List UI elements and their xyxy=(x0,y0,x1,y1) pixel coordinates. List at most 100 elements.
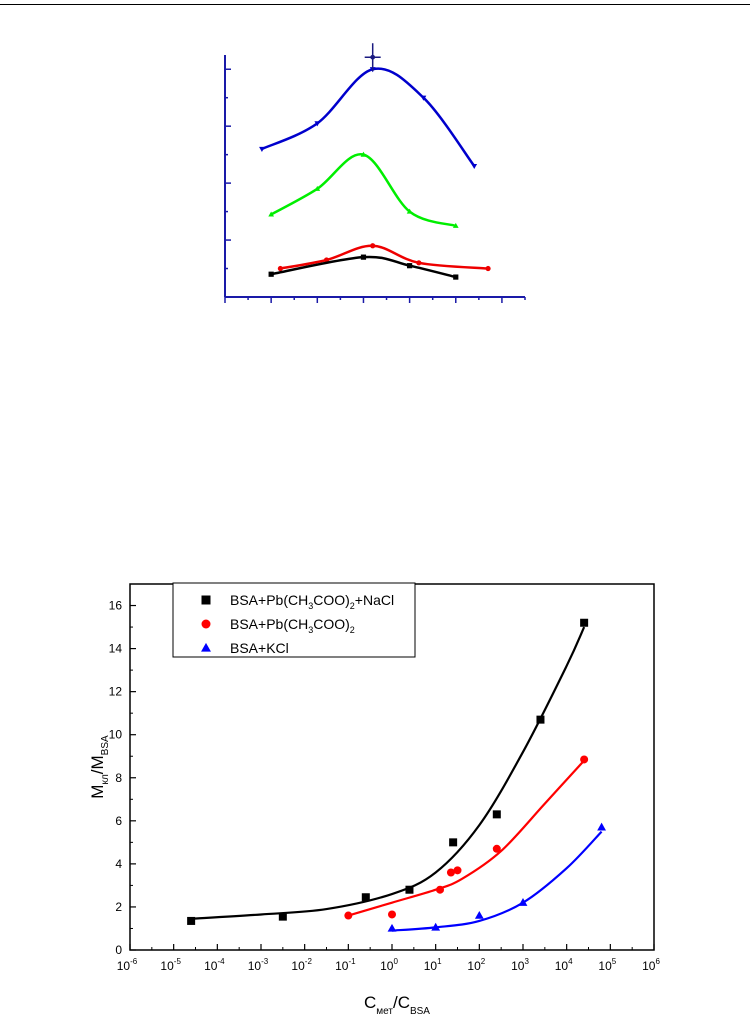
y-axis-title-part: M xyxy=(88,785,107,799)
x-tick-label: 100 xyxy=(380,957,398,973)
y-axis-title-part: кл xyxy=(100,774,111,784)
data-point xyxy=(474,910,484,919)
top-data-point xyxy=(453,274,459,280)
y-tick-label: 10 xyxy=(109,728,123,742)
data-point xyxy=(361,893,370,902)
series-fit-line xyxy=(191,626,586,920)
y-tick-label: 14 xyxy=(109,642,123,656)
data-point xyxy=(446,868,455,877)
top-data-point xyxy=(268,271,274,277)
data-point xyxy=(536,715,545,724)
page-top-rule xyxy=(0,4,750,5)
data-point xyxy=(387,923,397,932)
top-data-point xyxy=(314,121,321,127)
x-tick-base: 10 xyxy=(291,959,305,973)
y-tick-label: 0 xyxy=(115,943,122,957)
data-point xyxy=(436,885,445,894)
data-point xyxy=(278,912,287,921)
data-point xyxy=(492,810,501,819)
x-tick-label: 105 xyxy=(598,957,616,973)
legend-label-part: 3 xyxy=(308,625,313,635)
x-axis-title-part: C xyxy=(364,993,376,1012)
top-data-point xyxy=(360,151,367,157)
x-tick-label: 10-5 xyxy=(160,957,181,973)
legend-marker xyxy=(201,619,211,629)
top-data-point xyxy=(416,260,422,266)
x-tick-exponent: 6 xyxy=(655,957,660,966)
x-tick-base: 10 xyxy=(555,959,569,973)
x-tick-base: 10 xyxy=(117,959,131,973)
x-tick-exponent: -4 xyxy=(217,957,225,966)
x-tick-exponent: -1 xyxy=(348,957,356,966)
x-tick-label: 103 xyxy=(511,957,529,973)
x-tick-base: 10 xyxy=(467,959,481,973)
data-point xyxy=(388,910,396,919)
top-crosshair-center xyxy=(370,54,376,60)
x-axis-title-part: /C xyxy=(393,993,410,1012)
data-point xyxy=(449,838,458,847)
x-tick-exponent: 5 xyxy=(612,957,617,966)
data-point xyxy=(597,822,606,831)
series-fit-line xyxy=(391,830,603,932)
top-series-2 xyxy=(277,243,491,272)
x-tick-label: 104 xyxy=(555,957,573,973)
legend-label: BSA+Pb(CH3COO)2 xyxy=(230,616,355,635)
y-tick-label: 12 xyxy=(109,685,123,699)
legend-label-part: 3 xyxy=(308,601,313,611)
x-tick-exponent: -3 xyxy=(261,957,269,966)
legend-label-part: BSA+Pb(CH xyxy=(230,616,308,632)
y-tick-label: 8 xyxy=(115,771,122,785)
x-tick-base: 10 xyxy=(424,959,438,973)
x-tick-exponent: 0 xyxy=(393,957,398,966)
data-point xyxy=(431,922,441,931)
x-tick-base: 10 xyxy=(598,959,612,973)
x-tick-exponent: -5 xyxy=(174,957,182,966)
x-axis-title-part: мет xyxy=(376,1006,393,1017)
top-data-point xyxy=(406,208,413,214)
data-point xyxy=(453,866,462,875)
top-data-point xyxy=(314,185,321,191)
top-series-3 xyxy=(268,254,459,280)
data-point xyxy=(518,898,528,906)
series-0 xyxy=(187,618,589,925)
x-tick-label: 101 xyxy=(424,957,442,973)
data-point xyxy=(580,618,589,627)
legend-label-part: BSA+KCl xyxy=(230,640,289,656)
legend-label-part: +NaCl xyxy=(355,592,394,608)
top-chart xyxy=(224,43,526,303)
top-data-point xyxy=(370,243,376,249)
legend-label-part: BSA+Pb(CH xyxy=(230,592,308,608)
legend-label-part: COO) xyxy=(313,592,350,608)
legend-label-part: COO) xyxy=(313,616,350,632)
top-data-point xyxy=(277,265,283,272)
legend-label-part: 2 xyxy=(350,601,355,611)
y-axis-title-part: /M xyxy=(88,755,107,774)
x-tick-exponent: -2 xyxy=(305,957,313,966)
top-data-point xyxy=(471,163,478,170)
data-point xyxy=(492,844,501,853)
data-point xyxy=(344,911,353,920)
x-tick-label: 10-3 xyxy=(248,957,269,973)
x-tick-label: 10-2 xyxy=(291,957,312,973)
top-data-point xyxy=(452,222,459,228)
top-data-point xyxy=(268,211,275,217)
y-tick-label: 6 xyxy=(115,814,122,828)
legend-marker xyxy=(201,595,211,605)
series-2 xyxy=(387,822,606,932)
top-data-point xyxy=(323,257,330,263)
data-point xyxy=(187,916,196,925)
y-tick-label: 2 xyxy=(115,900,122,914)
x-tick-base: 10 xyxy=(642,959,656,973)
x-tick-label: 10-4 xyxy=(204,957,225,973)
x-tick-base: 10 xyxy=(204,959,218,973)
legend-label: BSA+Pb(CH3COO)2+NaCl xyxy=(230,592,394,611)
x-tick-label: 106 xyxy=(642,957,660,973)
data-point xyxy=(405,885,414,894)
top-data-point xyxy=(360,254,367,260)
y-tick-label: 16 xyxy=(109,599,123,613)
y-axis-title-part: BSA xyxy=(100,735,111,755)
x-tick-label: 10-6 xyxy=(117,957,138,973)
top-series-1 xyxy=(268,151,459,228)
legend: BSA+Pb(CH3COO)2+NaClBSA+Pb(CH3COO)2BSA+K… xyxy=(172,582,416,658)
